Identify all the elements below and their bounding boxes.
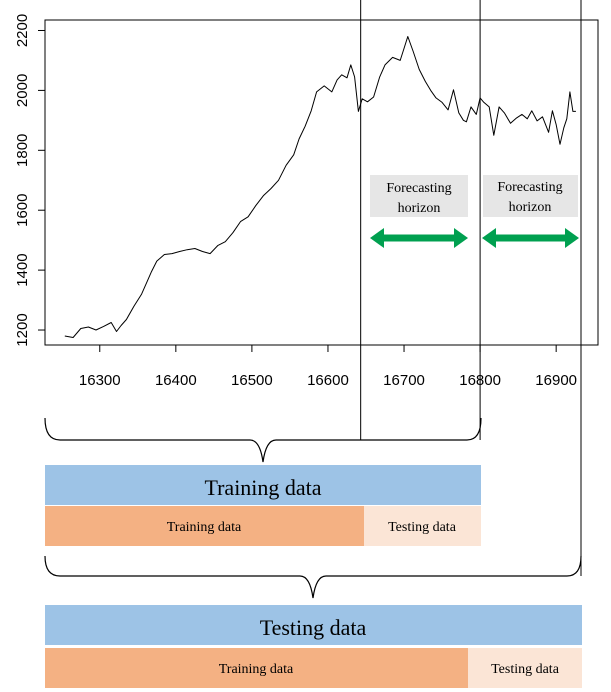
row1-header-label: Training data: [204, 475, 321, 500]
brace-row1: [44, 417, 482, 463]
annotation-1-line-2: horizon: [398, 201, 441, 216]
x-tick-label-3: 16600: [307, 372, 349, 389]
y-tick-label-3: 1800: [14, 134, 31, 167]
row2-test-segment: [468, 648, 582, 688]
row1-train-segment: [45, 506, 364, 546]
x-tick-label-6: 16900: [535, 372, 577, 389]
annotation-2-line-2: horizon: [509, 200, 552, 215]
x-tick-label-4: 16700: [383, 372, 425, 389]
row1-test-label: Testing data: [388, 520, 457, 535]
brace-row2: [44, 555, 582, 599]
double-arrow-1: [370, 228, 468, 248]
annotation-box-1: [370, 175, 468, 217]
y-tick-label-5: 2200: [14, 14, 31, 47]
training-window-row: Training data Training data Testing data: [45, 465, 481, 546]
x-tick-label-2: 16500: [231, 372, 273, 389]
axis-ticks: 16300 16400 16500 16600 16700 16800 1690012001…: [14, 14, 577, 389]
y-tick-label-0: 1200: [14, 313, 31, 346]
row1-train-label: Training data: [167, 520, 242, 535]
row1-test-segment: [364, 506, 481, 546]
row2-train-label: Training data: [219, 662, 294, 677]
row2-test-label: Testing data: [491, 662, 560, 677]
y-tick-label-2: 1600: [14, 194, 31, 227]
x-tick-label-1: 16400: [155, 372, 197, 389]
y-tick-label-1: 1400: [14, 253, 31, 286]
testing-window-row: Testing data Training data Testing data: [45, 605, 582, 688]
plot-frame: [44, 19, 599, 346]
row2-train-segment: [45, 648, 468, 688]
annotation-box-2: [483, 175, 578, 217]
series-layer: [64, 36, 576, 338]
annotation-1-line-1: Forecasting: [386, 181, 451, 196]
split-lines: [360, 0, 582, 576]
double-arrow-2: [482, 228, 579, 248]
row1-header-bar: [45, 465, 481, 505]
y-tick-label-4: 2000: [14, 74, 31, 107]
row2-header-label: Testing data: [260, 615, 367, 640]
series-line-0: [64, 36, 576, 338]
x-tick-label-0: 16300: [79, 372, 121, 389]
annotation-2-line-1: Forecasting: [497, 180, 562, 195]
forecast-annotation-2: Forecasting horizon: [482, 175, 579, 248]
forecast-annotation-1: Forecasting horizon: [370, 175, 468, 248]
row2-header-bar: [45, 605, 582, 645]
